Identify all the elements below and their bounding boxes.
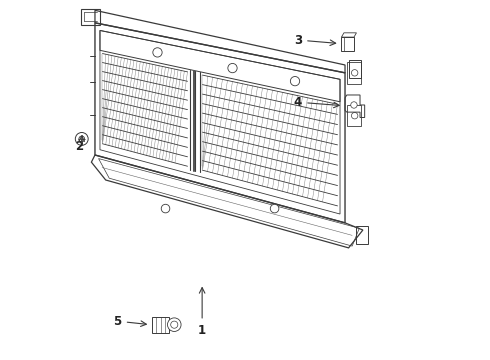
Circle shape — [228, 63, 237, 73]
Text: 5: 5 — [114, 315, 147, 328]
Circle shape — [351, 69, 358, 76]
Circle shape — [291, 76, 300, 86]
Circle shape — [171, 321, 178, 328]
Text: 1: 1 — [198, 288, 206, 337]
Circle shape — [161, 204, 170, 213]
Text: 4: 4 — [294, 96, 339, 109]
Circle shape — [270, 204, 279, 213]
Text: 3: 3 — [294, 33, 336, 46]
Circle shape — [351, 112, 358, 119]
Circle shape — [351, 102, 357, 108]
Text: 2: 2 — [75, 140, 83, 153]
Circle shape — [75, 132, 88, 145]
Circle shape — [168, 318, 181, 332]
Circle shape — [153, 48, 162, 57]
Circle shape — [79, 136, 85, 142]
